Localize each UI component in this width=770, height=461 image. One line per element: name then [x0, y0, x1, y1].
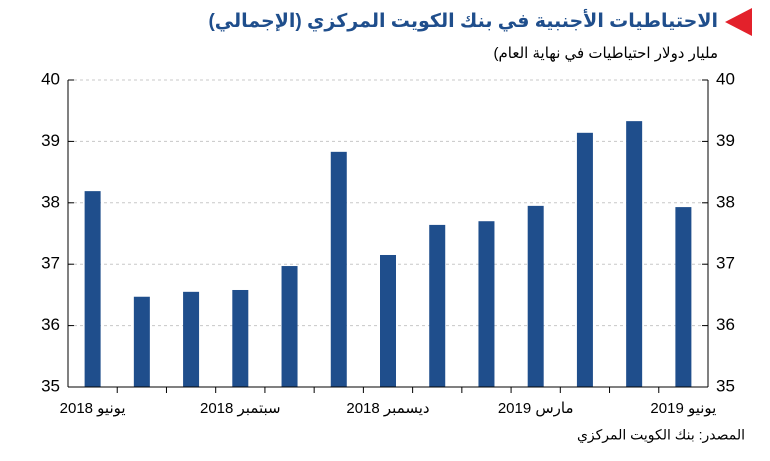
y-tick-label: 40: [41, 69, 60, 88]
y2-tick-label: 37: [716, 254, 735, 273]
y-tick-label: 38: [41, 192, 60, 211]
x-tick-label: سبتمبر 2018: [200, 400, 281, 417]
y-tick-label: 39: [41, 131, 60, 150]
y2-tick-label: 36: [716, 315, 735, 334]
x-tick-label: ديسمبر 2018: [346, 400, 429, 417]
bar: [281, 266, 298, 387]
y-tick-label: 37: [41, 254, 60, 273]
y2-tick-label: 40: [716, 69, 735, 88]
x-tick-label: يونيو 2018: [60, 400, 126, 417]
chart-title: الاحتياطيات الأجنبية في بنك الكويت المرك…: [208, 9, 718, 33]
bar: [675, 207, 692, 387]
y-tick-label: 36: [41, 315, 60, 334]
bar: [133, 296, 150, 387]
source-note: المصدر: بنك الكويت المركزي: [577, 427, 745, 444]
x-tick-label: مارس 2019: [498, 400, 574, 417]
x-tick-label: يونيو 2019: [650, 400, 716, 417]
bar: [576, 132, 593, 387]
y-tick-label: 35: [41, 376, 60, 395]
y2-tick-label: 38: [716, 192, 735, 211]
y2-tick-label: 39: [716, 131, 735, 150]
bar: [232, 289, 249, 387]
bar: [84, 191, 101, 387]
bar: [478, 221, 495, 387]
y2-tick-label: 35: [716, 376, 735, 395]
bar: [183, 291, 200, 387]
bar: [626, 121, 643, 387]
chart-subtitle: مليار دولار احتياطيات في نهاية العام): [494, 45, 719, 63]
bar: [527, 205, 544, 387]
bar: [380, 254, 396, 387]
title-marker: [725, 8, 752, 36]
bar: [330, 151, 347, 387]
bar: [429, 224, 446, 387]
